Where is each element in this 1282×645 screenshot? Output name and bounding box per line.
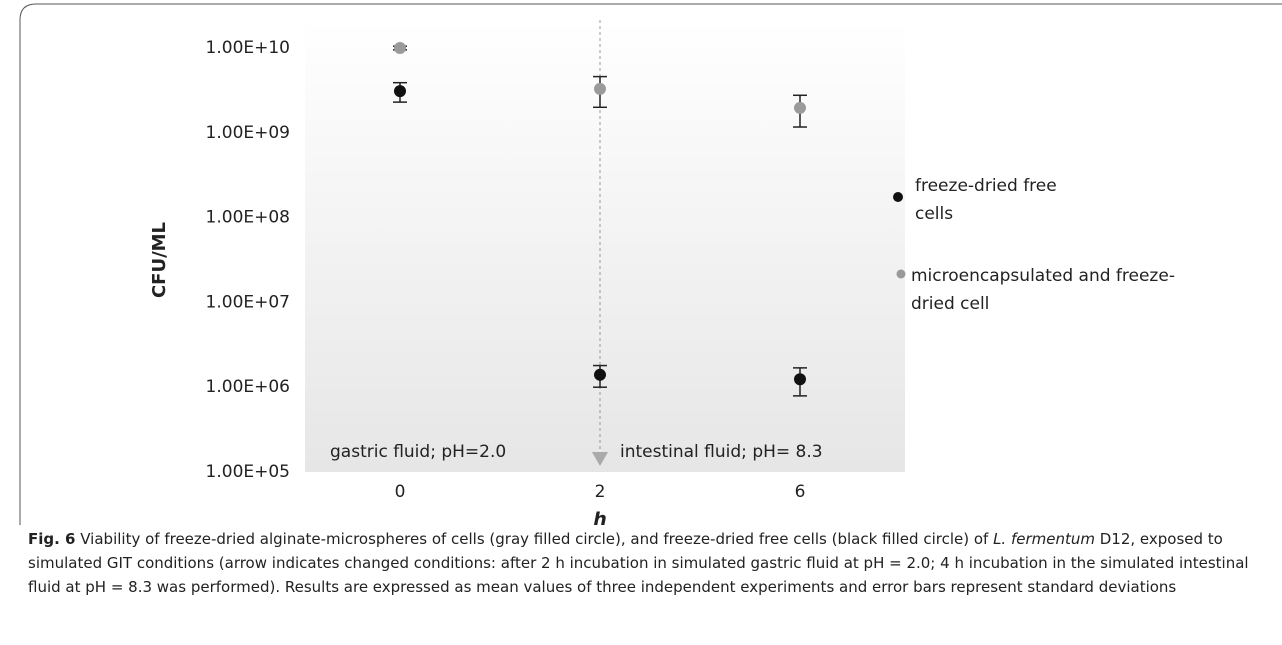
legend-marker xyxy=(893,192,903,202)
y-axis-label: CFU/ML xyxy=(149,222,170,298)
arrow-head xyxy=(592,452,608,466)
caption-text: Viability of freeze-dried alginate-micro… xyxy=(75,530,994,548)
y-tick-label: 1.00E+06 xyxy=(206,377,290,397)
chart: CFU/ML h gastric fluid; pH=2.0 intestina… xyxy=(19,3,1282,526)
annotation: gastric fluid; pH=2.0 xyxy=(330,442,506,462)
x-tick-label: 2 xyxy=(595,482,606,502)
point xyxy=(394,42,406,54)
frame xyxy=(19,3,1282,525)
point xyxy=(794,101,806,114)
point xyxy=(594,82,606,95)
legend-marker xyxy=(896,269,906,279)
point xyxy=(394,85,406,98)
point xyxy=(794,373,806,386)
y-tick-label: 1.00E+05 xyxy=(206,462,290,482)
legend-label: freeze-dried free cells xyxy=(915,176,1057,224)
y-tick-label: 1.00E+07 xyxy=(206,292,290,312)
caption-label: Fig. 6 xyxy=(28,530,76,548)
y-tick-label: 1.00E+10 xyxy=(206,38,290,58)
x-tick-label: 0 xyxy=(395,482,406,502)
caption-species: L. fermentum xyxy=(993,530,1095,548)
x-tick-label: 6 xyxy=(795,482,806,502)
y-tick-label: 1.00E+09 xyxy=(206,123,290,143)
annotation: intestinal fluid; pH= 8.3 xyxy=(620,442,823,462)
legend-label: microencapsulated and freeze-dried cell xyxy=(911,266,1175,314)
point xyxy=(594,368,606,381)
y-tick-label: 1.00E+08 xyxy=(206,208,290,228)
caption-text: D12, exposed to simulated GIT conditions… xyxy=(28,530,1249,596)
x-axis-label: h xyxy=(593,509,607,526)
caption: Fig. 6 Viability of freeze-dried alginat… xyxy=(28,527,1258,599)
